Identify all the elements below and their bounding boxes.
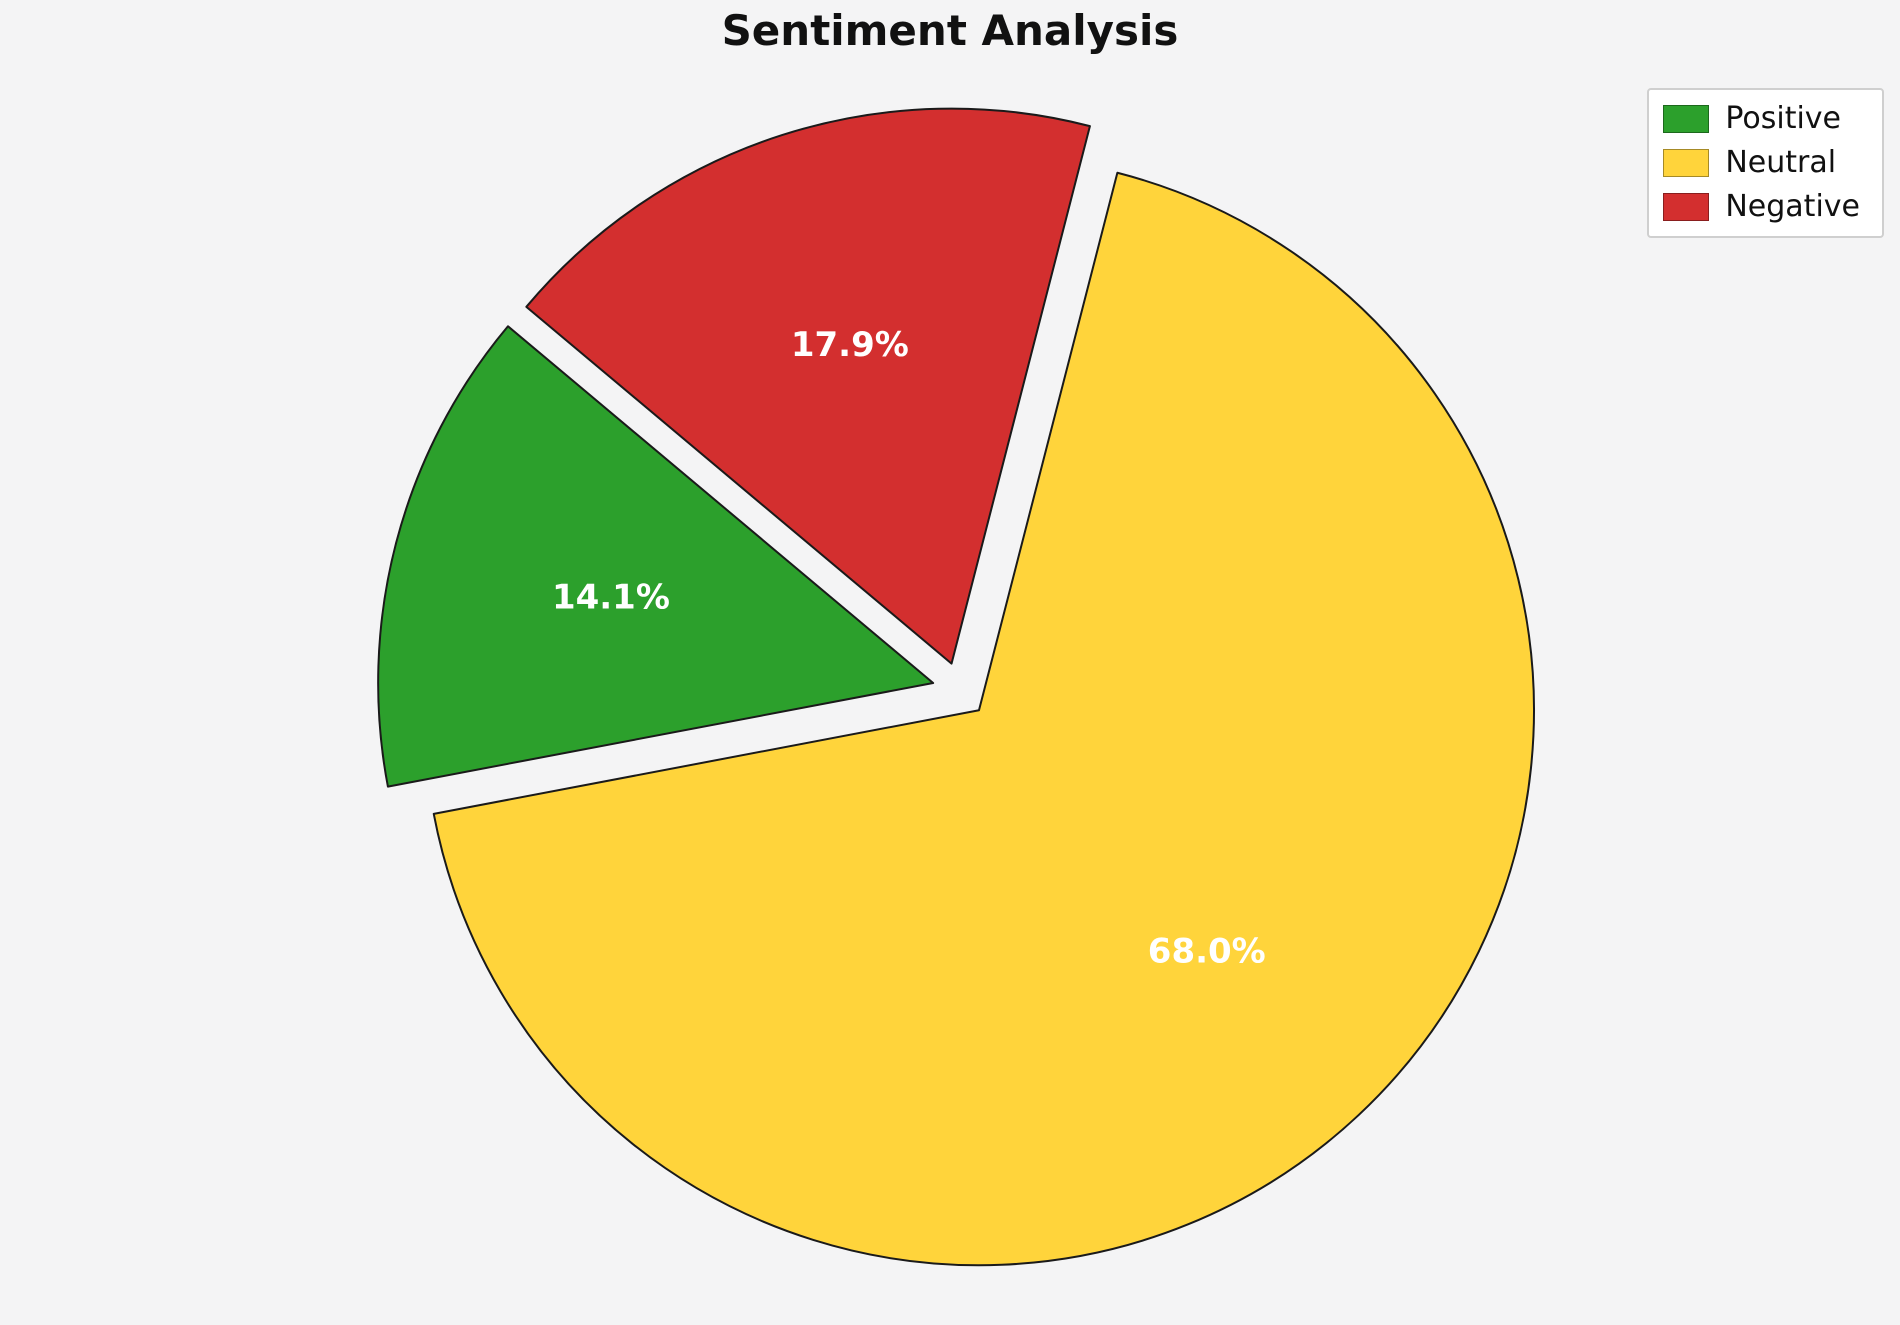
legend: Positive Neutral Negative [1647,88,1884,238]
pie-slice-positive [377,325,935,788]
pie-value-label-neutral: 68.0% [1148,932,1266,972]
pie-value-label-positive: 14.1% [552,577,670,617]
legend-swatch-neutral [1663,149,1710,177]
legend-item-neutral: Neutral [1663,148,1860,178]
legend-item-negative: Negative [1663,192,1860,222]
pie-slice-negative [525,107,1091,665]
legend-label-positive: Positive [1725,101,1842,136]
legend-swatch-negative [1663,193,1710,221]
pie-value-label-negative: 17.9% [791,325,909,365]
pie-slice-neutral [432,171,1535,1267]
legend-label-negative: Negative [1725,189,1860,224]
legend-item-positive: Positive [1663,104,1860,134]
chart-title: Sentiment Analysis [721,6,1179,55]
legend-label-neutral: Neutral [1725,145,1837,180]
legend-swatch-positive [1663,105,1710,133]
